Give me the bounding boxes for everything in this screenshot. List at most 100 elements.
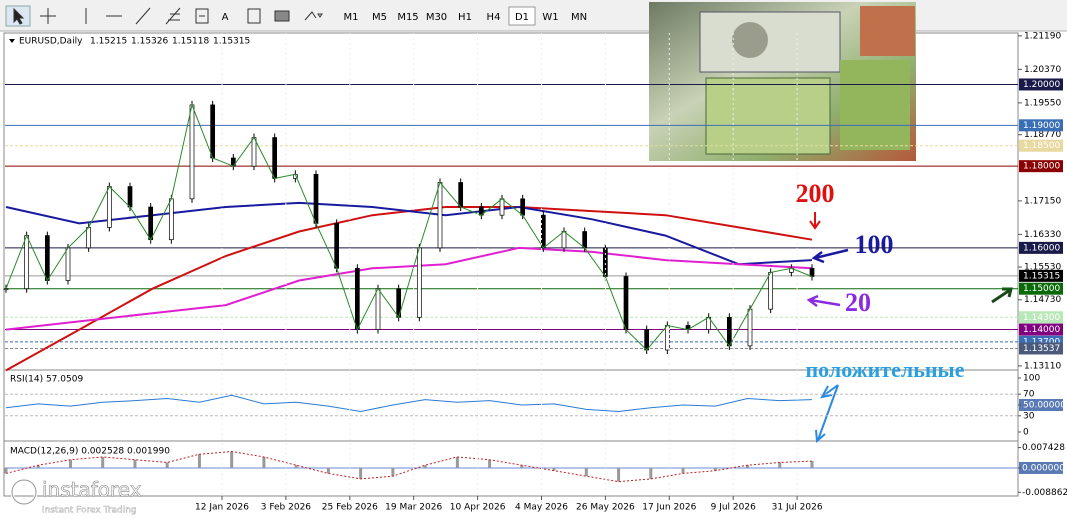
price-tick-label: 1.15530 (1024, 263, 1061, 273)
level-label: 1.14000 (1023, 325, 1060, 335)
macd-bar (649, 467, 653, 479)
candle (148, 206, 154, 241)
timeframe-button[interactable]: M1 (344, 12, 359, 23)
annotation-20: 20 (845, 288, 871, 317)
macd-bar (359, 467, 363, 479)
date-label: 4 May 2026 (515, 503, 568, 513)
arrows-icon[interactable] (304, 11, 323, 21)
candle (24, 235, 30, 290)
price-tick-label: 1.19550 (1024, 98, 1061, 108)
date-label: 3 Feb 2026 (261, 503, 312, 513)
timeframe-button[interactable]: H1 (458, 12, 472, 23)
candle (561, 231, 567, 249)
euro-bill (705, 77, 831, 155)
candle (416, 247, 422, 318)
candle (375, 288, 381, 330)
macd-label: MACD(12,26,9) 0.002528 0.001990 (10, 447, 170, 457)
date-label: 26 May 2026 (576, 503, 635, 513)
ohlc-value: 1.15315 (213, 37, 250, 47)
macd-bar (746, 465, 750, 468)
candle (809, 267, 815, 277)
candle (334, 223, 340, 269)
macd-bar (455, 456, 459, 468)
logo-tagline: Instant Forex Trading (42, 506, 137, 516)
candle (458, 182, 464, 208)
rsi-line (5, 394, 813, 412)
candle (44, 235, 50, 281)
price-tick-label: 1.21190 (1024, 31, 1061, 41)
moving-average (5, 246, 813, 331)
rsi-tick-label: 70 (1023, 390, 1035, 400)
candle (644, 329, 650, 351)
date-label: 19 Mar 2026 (385, 503, 442, 513)
macd-bar (165, 462, 169, 468)
ohlc-value: 1.15215 (90, 37, 127, 47)
macd-bar (68, 459, 72, 468)
macd-tick-label: 0.007428 (1022, 443, 1065, 453)
candle (437, 182, 443, 249)
collapse-arrow[interactable] (9, 39, 15, 43)
portrait (732, 22, 768, 58)
candle (313, 173, 319, 224)
price-tick-label: 1.16330 (1024, 230, 1061, 240)
price-tick-label: 1.20370 (1024, 65, 1061, 75)
macd-bar (778, 462, 782, 468)
fibo-icon[interactable] (165, 7, 181, 25)
trendline-icon[interactable] (135, 7, 151, 25)
candle (520, 198, 526, 216)
dollar-bill (699, 11, 841, 73)
candle (664, 325, 670, 351)
timeframe-button[interactable]: D1 (515, 12, 529, 23)
rsi-tick-label: 100 (1023, 374, 1040, 384)
macd-signal (5, 450, 813, 483)
cursor-icon (13, 7, 25, 25)
date-label: 17 Jun 2026 (642, 503, 696, 513)
macd-bar (133, 459, 137, 468)
candle (354, 267, 360, 330)
macd-bar (552, 467, 556, 471)
symbol: EURUSD,Daily (19, 37, 83, 47)
label-icon[interactable] (247, 8, 261, 24)
level-label: 1.15315 (1023, 271, 1060, 281)
channel-icon[interactable] (195, 8, 209, 24)
timeframe-button[interactable]: M15 (397, 12, 418, 23)
candle (3, 288, 9, 291)
candle (540, 214, 546, 249)
timeframe-button[interactable]: MN (571, 12, 587, 23)
candle (189, 104, 195, 200)
tool-icons (5, 5, 323, 27)
macd-bar (197, 454, 201, 468)
macd-bar (681, 467, 685, 474)
level-box (1019, 119, 1063, 132)
level-box (1019, 139, 1063, 152)
shape-icon[interactable] (274, 10, 290, 22)
arrow (815, 384, 839, 444)
level-box (1019, 323, 1063, 336)
moving-average (5, 201, 813, 266)
crosshair-icon[interactable] (40, 8, 56, 24)
level-label: 1.15000 (1023, 284, 1060, 294)
date-label: 10 Apr 2026 (450, 503, 506, 513)
rsi-label: RSI(14) 57.0509 (10, 375, 83, 385)
level-box (1019, 241, 1063, 254)
candle (65, 247, 71, 281)
price-tick-label: 1.18770 (1024, 130, 1061, 140)
text-tool[interactable]: A (222, 12, 229, 23)
macd-bar (810, 461, 814, 468)
macd-tick-label: 0.000000 (1022, 463, 1065, 473)
timeframe-button[interactable]: M5 (372, 12, 387, 23)
logo-text: instaforex (42, 478, 142, 502)
candle (251, 137, 257, 167)
timeframe-button[interactable]: H4 (487, 12, 501, 23)
banner-photo (649, 2, 916, 161)
candle (86, 227, 92, 249)
level-box (1019, 78, 1063, 91)
candle (210, 104, 216, 159)
timeframe-button[interactable]: W1 (542, 12, 558, 23)
macd-bar (488, 459, 492, 468)
level-box (1019, 342, 1063, 355)
annotation-note: положительные (806, 357, 965, 382)
timeframe-button[interactable]: M30 (426, 12, 447, 23)
price-tick-label: 1.13110 (1024, 361, 1061, 371)
